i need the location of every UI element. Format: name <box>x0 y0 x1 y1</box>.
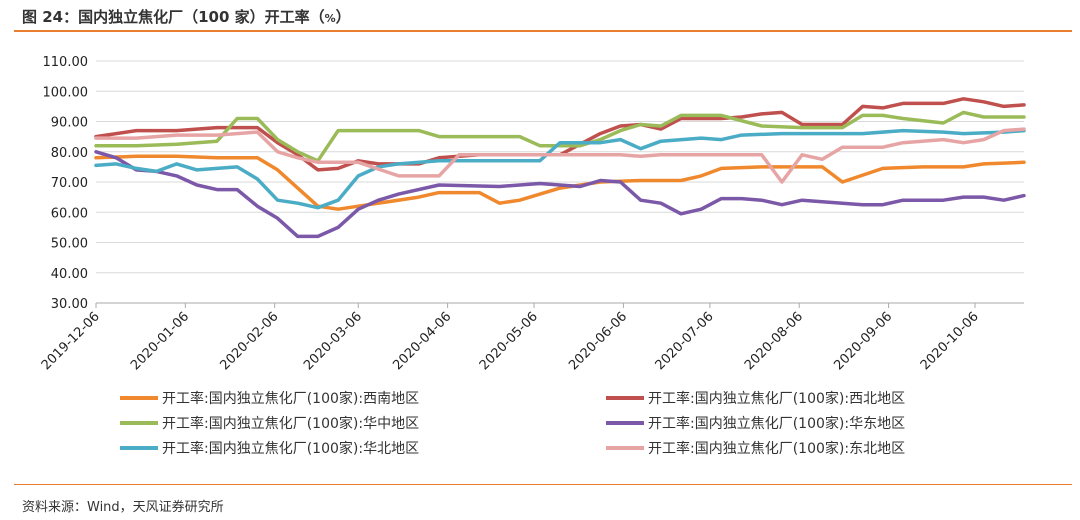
y-tick-label: 40.00 <box>51 267 88 282</box>
y-tick-label: 80.00 <box>51 146 88 161</box>
series-line-5 <box>94 127 1026 184</box>
chart-title: 图 24：国内独立焦化厂（100 家）开工率（%） <box>22 8 351 26</box>
x-tick-label: 2020-05-06 <box>477 309 541 373</box>
x-tick-label: 2020-07-06 <box>653 309 717 373</box>
footer-divider <box>14 484 1072 485</box>
legend-item-0: 开工率:国内独立焦化厂(100家):西南地区 <box>120 390 419 407</box>
series-lines <box>94 97 1026 239</box>
x-tick-label: 2020-03-06 <box>301 309 365 373</box>
y-tick-label: 30.00 <box>51 297 88 312</box>
legend-label: 开工率:国内独立焦化厂(100家):华北地区 <box>162 440 419 457</box>
y-tick-label: 90.00 <box>51 116 88 131</box>
title-divider <box>14 30 1072 32</box>
legend-label: 开工率:国内独立焦化厂(100家):华中地区 <box>162 415 419 432</box>
y-tick-label: 50.00 <box>51 237 88 252</box>
y-tick-label: 70.00 <box>51 176 88 191</box>
legend-label: 开工率:国内独立焦化厂(100家):东北地区 <box>648 440 905 457</box>
line-chart: 30.00 40.00 50.00 60.00 70.00 80.00 90.00 100.0… <box>39 55 1026 457</box>
legend-item-5: 开工率:国内独立焦化厂(100家):东北地区 <box>606 440 905 457</box>
series-line-2 <box>94 110 1026 163</box>
series-line-0 <box>94 154 1026 211</box>
series-line-3 <box>94 150 1026 239</box>
x-tick-label: 2020-06-06 <box>566 309 630 373</box>
x-tick-label: 2019-12-06 <box>39 309 103 373</box>
legend-label: 开工率:国内独立焦化厂(100家):西北地区 <box>648 390 905 407</box>
title-unit: % <box>324 12 336 25</box>
x-tick-label: 2020-01-06 <box>128 309 192 373</box>
legend-item-4: 开工率:国内独立焦化厂(100家):华北地区 <box>120 440 419 457</box>
x-axis-ticks: 2019-12-06 2020-01-06 2020-02-06 2020-03-06… <box>39 303 982 373</box>
gridlines <box>96 60 1024 304</box>
y-tick-label: 110.00 <box>43 55 89 70</box>
x-tick-label: 2020-08-06 <box>742 309 806 373</box>
x-tick-label: 2020-02-06 <box>217 309 281 373</box>
source-note: 资料来源：Wind，天风证券研究所 <box>22 500 224 515</box>
legend-label: 开工率:国内独立焦化厂(100家):西南地区 <box>162 390 419 407</box>
legend-item-3: 开工率:国内独立焦化厂(100家):华东地区 <box>606 415 905 432</box>
legend-item-2: 开工率:国内独立焦化厂(100家):华中地区 <box>120 415 419 432</box>
legend: 开工率:国内独立焦化厂(100家):西南地区 开工率:国内独立焦化厂(100家):… <box>120 390 905 457</box>
legend-item-1: 开工率:国内独立焦化厂(100家):西北地区 <box>606 390 905 407</box>
x-tick-label: 2020-09-06 <box>831 309 895 373</box>
x-tick-label: 2020-10-06 <box>918 309 982 373</box>
y-tick-label: 60.00 <box>51 206 88 221</box>
legend-label: 开工率:国内独立焦化厂(100家):华东地区 <box>648 415 905 432</box>
series-line-1 <box>94 97 1026 172</box>
series-line-4 <box>94 128 1026 210</box>
y-tick-label: 100.00 <box>43 85 89 100</box>
x-tick-label: 2020-04-06 <box>390 309 454 373</box>
y-axis-ticks: 30.00 40.00 50.00 60.00 70.00 80.00 90.00 100.0… <box>43 55 89 312</box>
